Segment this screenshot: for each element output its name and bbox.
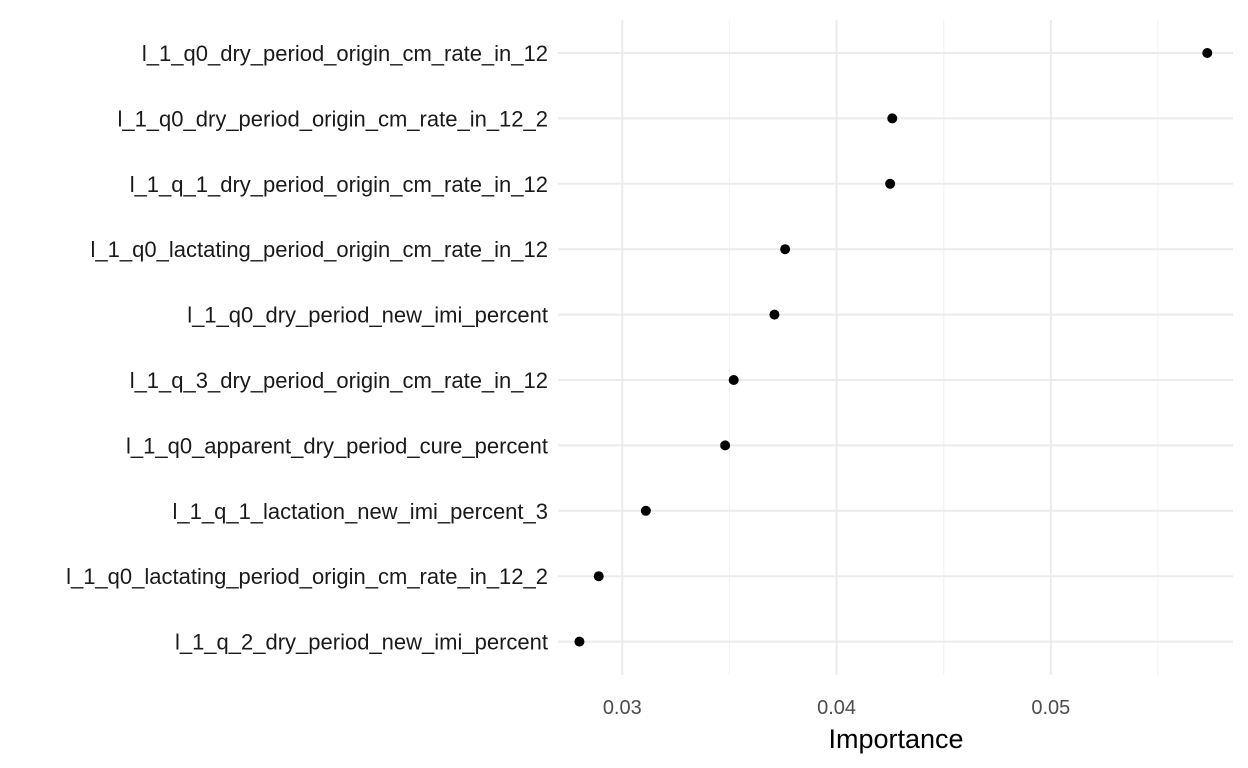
data-point (769, 309, 780, 320)
data-point (887, 113, 898, 124)
category-label: l_1_q_1_dry_period_origin_cm_rate_in_12 (130, 172, 548, 197)
x-tick-labels: 0.03 0.04 0.05 (603, 697, 1071, 719)
data-point (574, 636, 585, 647)
data-point (780, 244, 791, 255)
x-tick-label: 0.05 (1031, 697, 1070, 719)
category-label: l_1_q0_dry_period_new_imi_percent (187, 303, 548, 328)
category-label: l_1_q_2_dry_period_new_imi_percent (175, 630, 548, 655)
data-points (574, 48, 1213, 647)
category-label: l_1_q0_dry_period_origin_cm_rate_in_12 (142, 41, 548, 66)
category-label: l_1_q0_dry_period_origin_cm_rate_in_12_2 (117, 106, 548, 131)
data-point (593, 571, 604, 582)
category-label: l_1_q_1_lactation_new_imi_percent_3 (173, 499, 549, 524)
data-point (885, 178, 896, 189)
category-label: l_1_q0_apparent_dry_period_cure_percent (126, 433, 548, 458)
x-tick-label: 0.03 (603, 697, 642, 719)
x-axis-title: Importance (828, 724, 963, 754)
data-point (720, 440, 731, 451)
category-labels: l_1_q0_dry_period_origin_cm_rate_in_12 l_… (66, 41, 548, 655)
category-label: l_1_q0_lactating_period_origin_cm_rate_i… (66, 564, 548, 589)
data-point (640, 505, 651, 516)
x-tick-label: 0.04 (817, 697, 856, 719)
category-label: l_1_q_3_dry_period_origin_cm_rate_in_12 (130, 368, 548, 393)
category-label: l_1_q0_lactating_period_origin_cm_rate_i… (91, 237, 548, 262)
data-point (728, 375, 739, 385)
data-point (1202, 48, 1213, 58)
grid (558, 20, 1233, 675)
